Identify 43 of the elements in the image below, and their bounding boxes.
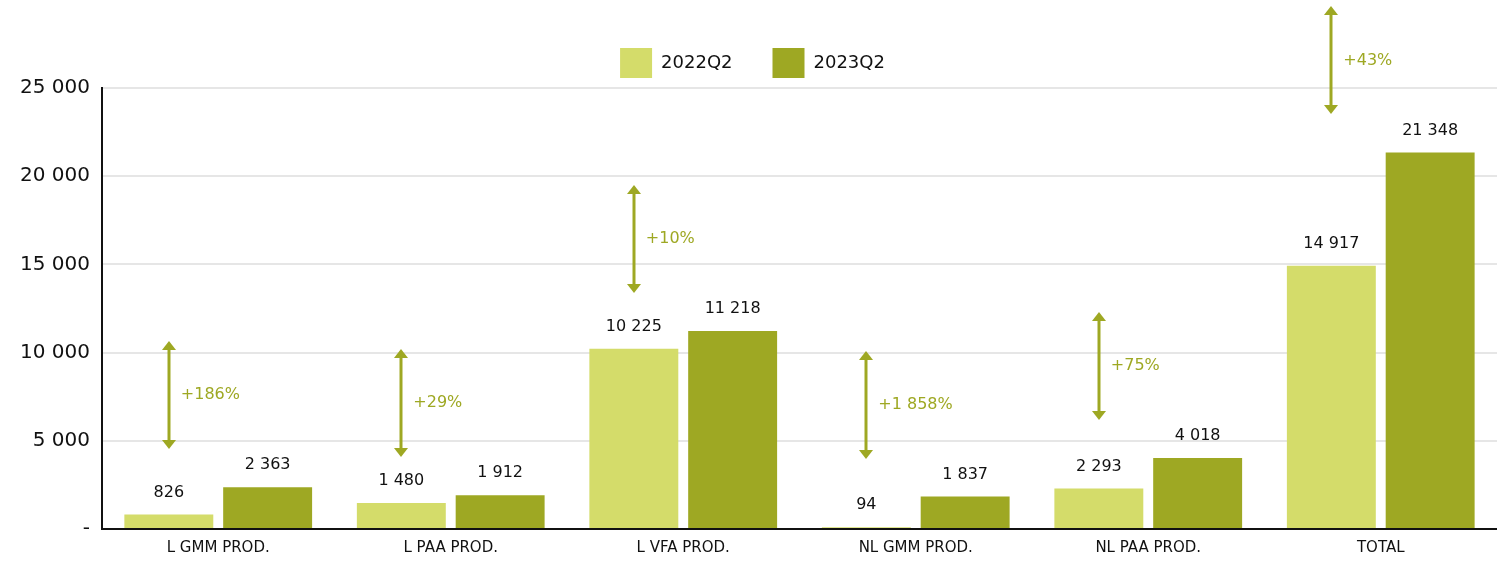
annotation: +75%	[1110, 355, 1160, 375]
y-tick-label: -	[82, 515, 90, 540]
annotation: +10%	[645, 228, 695, 248]
data-label: 1 837	[942, 463, 989, 483]
data-label: 2 363	[244, 454, 291, 474]
y-tick-label: 25 000	[20, 74, 90, 99]
bar	[920, 496, 1010, 528]
bar	[589, 348, 679, 528]
data-label: 2 293	[1075, 455, 1122, 475]
data-label: 11 218	[704, 298, 761, 318]
annotation: +1 858%	[878, 393, 953, 413]
x-tick-label: NL GMM PROD.	[858, 537, 973, 556]
data-label: 94	[856, 494, 877, 514]
text: +43%	[1343, 49, 1393, 69]
bar	[124, 514, 214, 528]
bar	[1054, 488, 1144, 528]
data-label: 4 018	[1174, 425, 1221, 445]
data-label: 10 225	[605, 315, 662, 335]
y-tick-label: 15 000	[20, 250, 90, 275]
data-label: 1 912	[477, 462, 524, 482]
bar	[223, 487, 313, 528]
annotation: +186%	[180, 384, 240, 404]
annotation: +29%	[413, 392, 463, 412]
x-tick-label: L PAA PROD.	[403, 537, 498, 556]
bar	[356, 502, 446, 528]
x-tick-label: L VFA PROD.	[636, 537, 730, 556]
bar	[455, 495, 545, 528]
x-tick-label: NL PAA PROD.	[1095, 537, 1202, 556]
legend-label: 2022Q2	[661, 50, 733, 72]
data-label: 1 480	[378, 470, 425, 490]
bar	[1153, 458, 1243, 528]
y-tick-label: 10 000	[20, 338, 90, 363]
data-label: 14 917	[1303, 233, 1360, 253]
x-tick-label: L GMM PROD.	[166, 537, 270, 556]
x-tick-label: TOTAL	[1355, 537, 1406, 556]
bar	[1286, 265, 1376, 528]
y-tick-label: 20 000	[20, 162, 90, 187]
bar	[1385, 152, 1475, 528]
data-label: 21 348	[1402, 119, 1459, 139]
legend-label: 2023Q2	[813, 50, 885, 72]
data-label: 826	[153, 481, 185, 501]
bar	[688, 331, 778, 528]
y-tick-label: 5 000	[32, 427, 90, 451]
